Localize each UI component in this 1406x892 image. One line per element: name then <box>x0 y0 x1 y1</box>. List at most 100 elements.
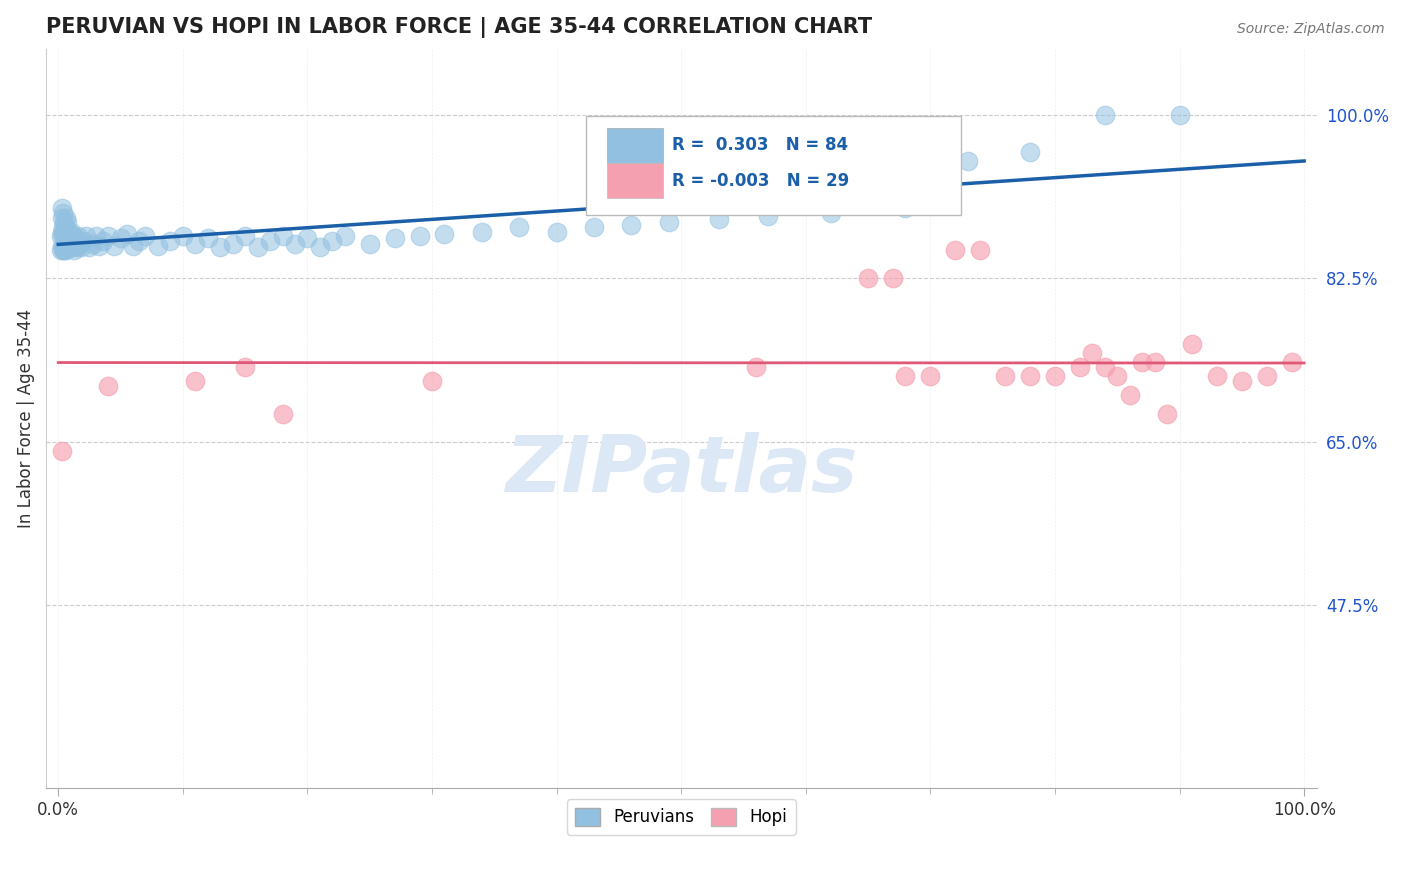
Point <box>63 244 86 258</box>
Point <box>1094 359 1116 374</box>
Point <box>894 201 917 215</box>
Point <box>1143 355 1166 369</box>
Point <box>1156 407 1178 421</box>
Text: ZIPatlas: ZIPatlas <box>505 432 858 508</box>
Point <box>97 229 120 244</box>
Point <box>58 227 80 242</box>
Point <box>1168 108 1191 122</box>
Point <box>209 240 232 254</box>
Point <box>1094 108 1116 122</box>
Point <box>159 234 181 248</box>
Point <box>79 240 101 254</box>
Point <box>122 238 145 252</box>
FancyBboxPatch shape <box>586 116 960 216</box>
Point <box>956 154 979 169</box>
Point <box>58 240 80 254</box>
Point <box>994 369 1017 384</box>
Point <box>758 209 780 223</box>
Point <box>49 244 72 258</box>
Point <box>89 238 111 252</box>
Point <box>53 225 76 239</box>
Point <box>59 225 82 239</box>
Point <box>58 225 80 239</box>
Point <box>134 229 156 244</box>
Point <box>882 271 904 285</box>
Point <box>53 238 76 252</box>
Point <box>55 211 77 225</box>
Point <box>60 229 83 244</box>
Point <box>1130 355 1153 369</box>
Point <box>1081 346 1104 360</box>
Point <box>1019 369 1042 384</box>
Point <box>582 219 605 234</box>
Point <box>471 225 494 239</box>
Point <box>56 215 79 229</box>
Legend: Peruvians, Hopi: Peruvians, Hopi <box>567 799 796 835</box>
Point <box>52 219 75 234</box>
Point <box>60 240 83 254</box>
Point <box>72 234 94 248</box>
FancyBboxPatch shape <box>607 163 664 198</box>
Point <box>658 215 681 229</box>
Text: R = -0.003   N = 29: R = -0.003 N = 29 <box>672 172 849 190</box>
Point <box>62 236 84 251</box>
Point <box>707 212 730 227</box>
Point <box>172 229 194 244</box>
Point <box>53 215 76 229</box>
Point <box>49 229 72 244</box>
Point <box>384 231 406 245</box>
Point <box>969 244 991 258</box>
Point <box>197 231 219 245</box>
Point <box>508 219 530 234</box>
Point <box>52 244 75 258</box>
Point <box>67 229 90 244</box>
Point <box>75 229 97 244</box>
Point <box>56 238 79 252</box>
Point <box>51 238 73 252</box>
Point <box>284 236 307 251</box>
Point <box>53 244 76 258</box>
Point <box>1043 369 1066 384</box>
Point <box>920 369 942 384</box>
Point <box>1181 336 1204 351</box>
Point <box>67 236 90 251</box>
Point <box>82 236 104 251</box>
Point <box>309 240 332 254</box>
Text: R =  0.303   N = 84: R = 0.303 N = 84 <box>672 136 848 154</box>
Point <box>1206 369 1229 384</box>
Point <box>259 234 281 248</box>
Point <box>321 234 343 248</box>
Point <box>56 229 79 244</box>
Point <box>408 229 430 244</box>
Point <box>745 359 768 374</box>
Point <box>333 229 356 244</box>
Text: Source: ZipAtlas.com: Source: ZipAtlas.com <box>1237 22 1385 37</box>
Point <box>1107 369 1129 384</box>
Point <box>1069 359 1091 374</box>
Point <box>51 225 73 239</box>
Point <box>184 374 207 388</box>
Point <box>66 240 89 254</box>
Point <box>856 271 879 285</box>
FancyBboxPatch shape <box>607 128 664 163</box>
Point <box>115 227 138 242</box>
Point <box>246 240 269 254</box>
Point <box>943 244 966 258</box>
Point <box>1119 388 1142 402</box>
Point <box>128 234 150 248</box>
Point <box>271 229 294 244</box>
Point <box>146 238 169 252</box>
Point <box>59 238 82 252</box>
Point <box>433 227 456 242</box>
Point <box>52 229 75 244</box>
Point <box>221 236 243 251</box>
Point <box>1230 374 1253 388</box>
Point <box>359 236 381 251</box>
Point <box>233 359 256 374</box>
Point <box>620 218 643 232</box>
Point <box>894 369 917 384</box>
Point <box>1281 355 1303 369</box>
Point <box>58 236 80 251</box>
Point <box>820 206 842 220</box>
Point <box>51 211 73 225</box>
